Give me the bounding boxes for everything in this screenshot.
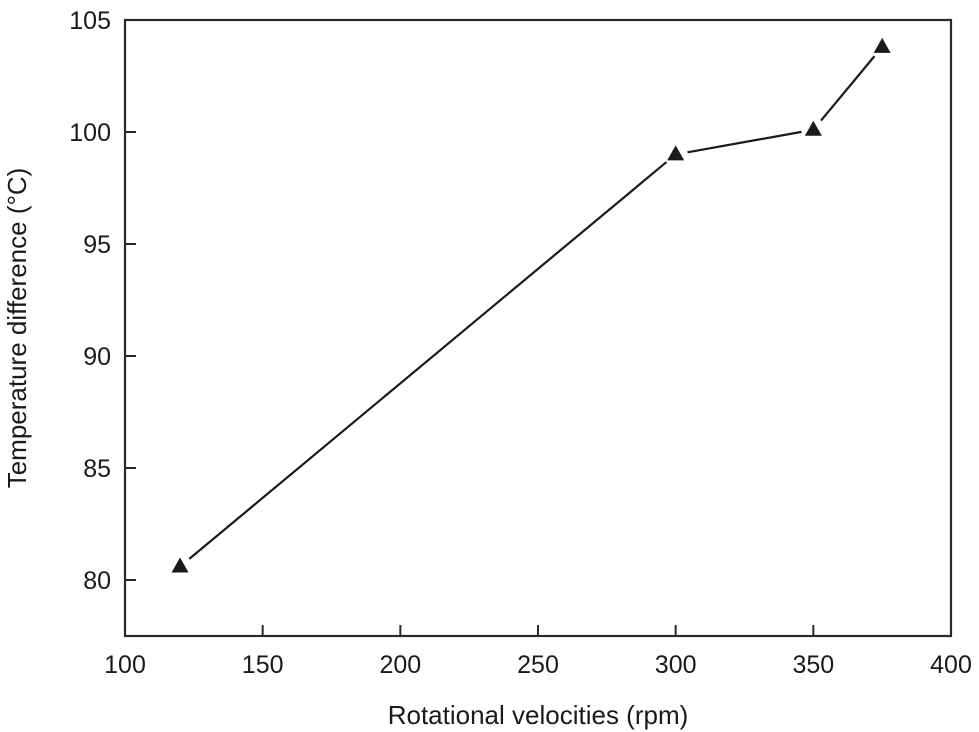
data-series bbox=[171, 37, 891, 573]
y-tick-label: 105 bbox=[69, 7, 111, 35]
x-tick-label: 200 bbox=[379, 651, 421, 679]
y-axis-title: Temperature difference (°C) bbox=[2, 168, 32, 489]
series-line-segment bbox=[188, 161, 668, 560]
x-axis-ticks: 100 150 200 250 300 350 400 bbox=[104, 625, 972, 679]
x-tick-label: 300 bbox=[655, 651, 697, 679]
y-tick-label: 90 bbox=[83, 343, 111, 371]
y-tick-label: 100 bbox=[69, 119, 111, 147]
triangle-marker bbox=[667, 145, 685, 161]
series-line-segment bbox=[687, 130, 802, 154]
y-tick-label: 80 bbox=[83, 567, 111, 595]
triangle-marker bbox=[804, 120, 822, 136]
y-tick-label: 85 bbox=[83, 455, 111, 483]
x-tick-label: 400 bbox=[930, 651, 972, 679]
triangle-marker bbox=[171, 557, 189, 573]
y-tick-label: 95 bbox=[83, 231, 111, 259]
x-tick-label: 100 bbox=[104, 651, 146, 679]
series-line-segment bbox=[820, 55, 876, 122]
x-axis-title: Rotational velocities (rpm) bbox=[388, 700, 689, 730]
x-tick-label: 150 bbox=[242, 651, 284, 679]
y-axis-ticks: 80 85 90 95 100 105 bbox=[69, 7, 136, 595]
x-tick-label: 350 bbox=[792, 651, 834, 679]
x-tick-label: 250 bbox=[517, 651, 559, 679]
triangle-marker bbox=[873, 37, 891, 53]
